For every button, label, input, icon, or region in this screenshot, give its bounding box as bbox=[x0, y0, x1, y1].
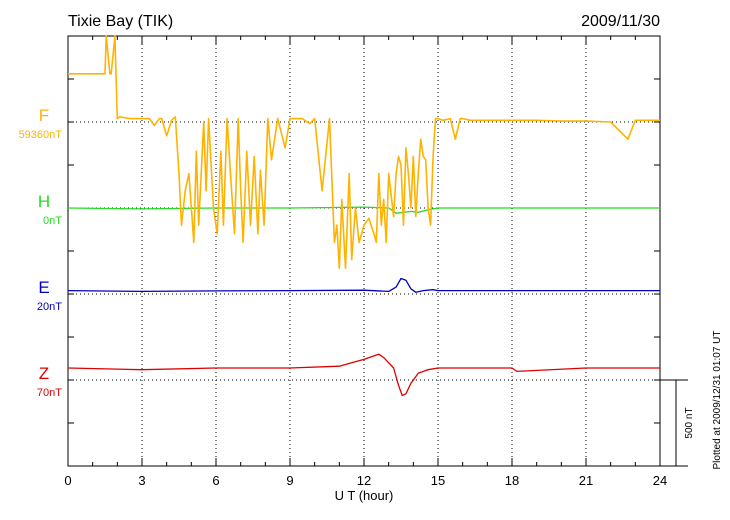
y-tick-marks bbox=[68, 78, 660, 424]
plotted-note: Plotted at 2009/12/31 01:07 UT bbox=[712, 331, 723, 470]
x-tick-label: 3 bbox=[138, 473, 145, 488]
component-baseline-Z: 70nT bbox=[37, 387, 62, 399]
x-tick-label: 21 bbox=[579, 473, 593, 488]
x-tick-label: 0 bbox=[64, 473, 71, 488]
x-tick-label: 18 bbox=[505, 473, 519, 488]
component-baseline-F: 59360nT bbox=[19, 129, 63, 141]
series-F-line bbox=[68, 35, 660, 270]
component-label-Z: Z bbox=[39, 364, 49, 383]
grid bbox=[68, 36, 660, 466]
component-labels: F 59360nT H 0nT E 20nT Z 70nT bbox=[19, 106, 63, 399]
x-tick-label: 9 bbox=[286, 473, 293, 488]
series-E-line bbox=[67, 277, 660, 293]
scale-bar: 500 nT bbox=[660, 379, 695, 467]
x-tick-label: 24 bbox=[653, 473, 667, 488]
x-tick-label: 6 bbox=[212, 473, 219, 488]
station-title: Tixie Bay (TIK) bbox=[68, 13, 173, 30]
component-baseline-E: 20nT bbox=[37, 301, 62, 313]
x-tick-label: 12 bbox=[357, 473, 371, 488]
component-label-F: F bbox=[39, 106, 49, 125]
series-layer bbox=[67, 35, 660, 397]
component-label-H: H bbox=[38, 192, 50, 211]
component-label-E: E bbox=[38, 278, 49, 297]
x-axis-ticks: 0 3 6 9 12 15 18 21 24 bbox=[64, 36, 667, 488]
x-axis-label: U T (hour) bbox=[335, 488, 394, 503]
series-Z-line bbox=[67, 353, 660, 397]
x-tick-label: 15 bbox=[431, 473, 445, 488]
scale-bar-label: 500 nT bbox=[684, 407, 695, 438]
component-baseline-H: 0nT bbox=[43, 215, 62, 227]
date-label: 2009/11/30 bbox=[581, 13, 660, 30]
